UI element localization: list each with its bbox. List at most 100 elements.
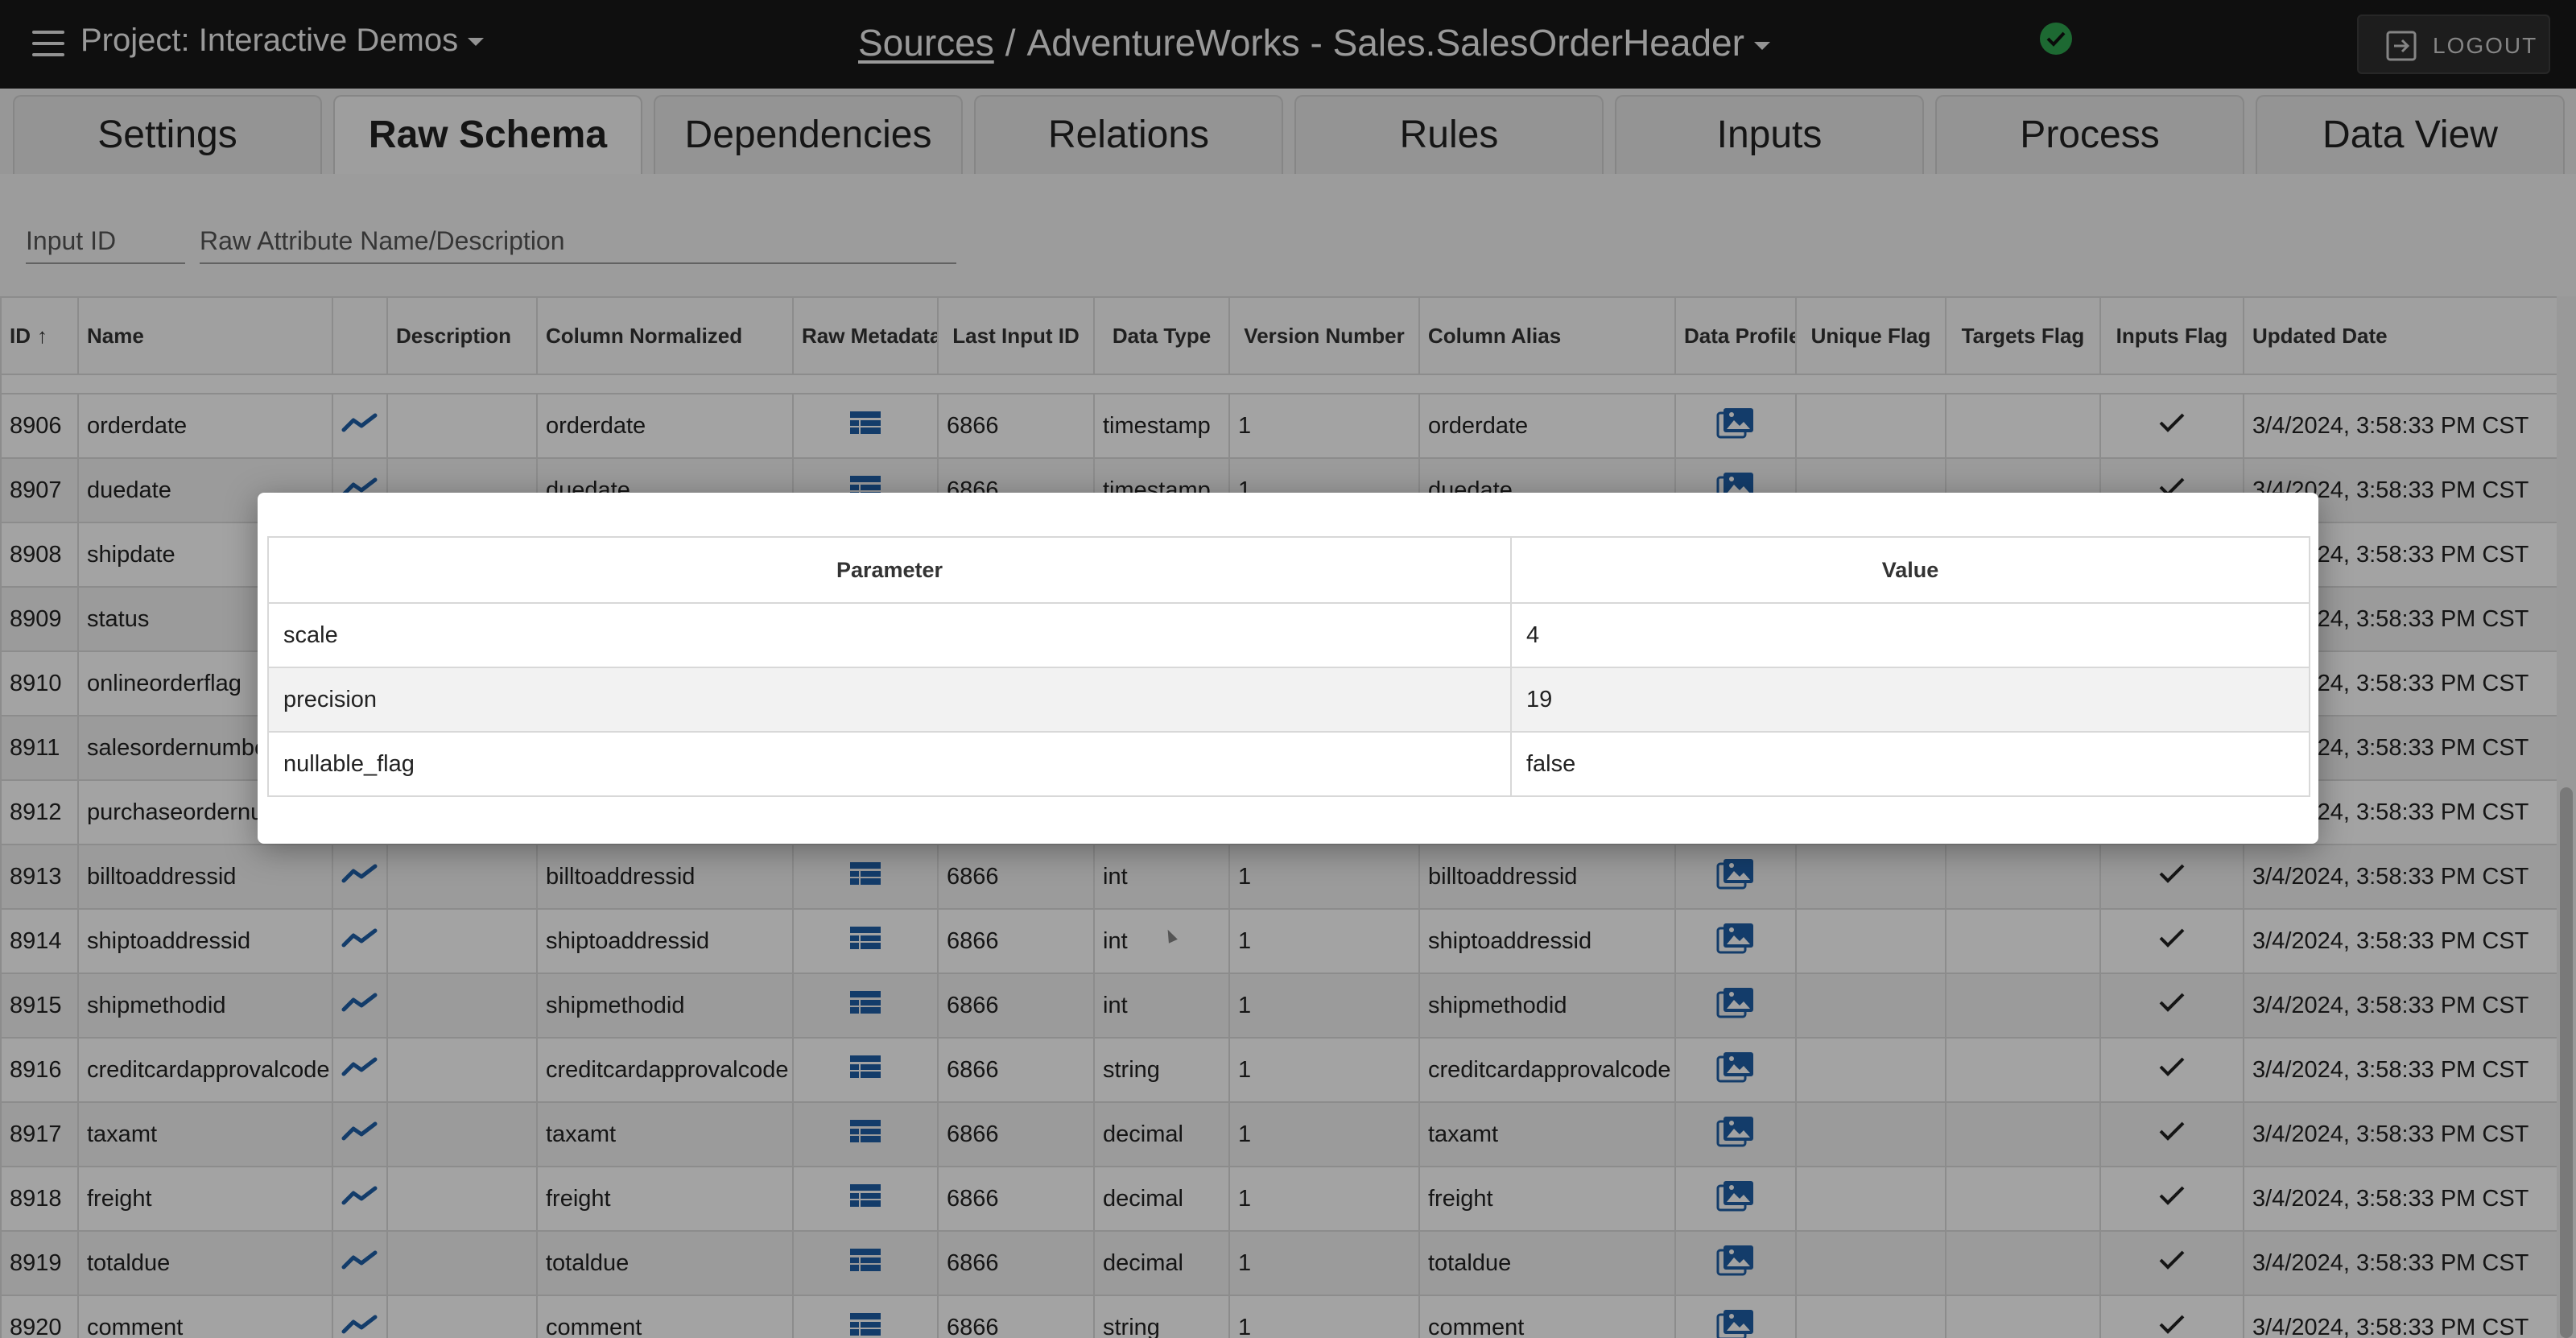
cell-last-input-id: 6866 <box>937 1037 1095 1103</box>
table-row[interactable]: 8914 shiptoaddressid shiptoaddressid 6866 in… <box>0 908 2557 974</box>
data-profile-icon[interactable] <box>1674 1037 1797 1103</box>
cell-id: 8918 <box>0 1166 79 1232</box>
cell-id: 8914 <box>0 908 79 974</box>
input-id-filter[interactable] <box>26 219 185 264</box>
cell-targets-flag <box>1945 1037 2101 1103</box>
table-row[interactable]: 8920 comment comment 6866 string 1 comment 3/4/… <box>0 1295 2557 1338</box>
column-header-column-alias[interactable]: Column Alias <box>1418 296 1676 375</box>
column-header-last-input-id[interactable]: Last Input ID <box>937 296 1095 375</box>
trend-icon[interactable] <box>332 1101 388 1167</box>
sort-ascending-icon[interactable]: ↑ <box>37 323 47 348</box>
column-header-data-profile[interactable]: Data Profile <box>1674 296 1797 375</box>
project-label: Project: <box>80 23 190 58</box>
scrollbar-thumb[interactable] <box>2560 787 2573 1338</box>
cell-id: 8910 <box>0 650 79 716</box>
data-profile-icon[interactable] <box>1674 1166 1797 1232</box>
cell-description <box>386 1166 538 1232</box>
cell-id: 8908 <box>0 522 79 588</box>
column-header-targets-flag[interactable]: Targets Flag <box>1945 296 2101 375</box>
tab-inputs[interactable]: Inputs <box>1615 95 1924 174</box>
cell-unique-flag <box>1795 1101 1946 1167</box>
tab-rules[interactable]: Rules <box>1294 95 1604 174</box>
data-profile-icon[interactable] <box>1674 1230 1797 1296</box>
name-description-filter[interactable] <box>200 219 956 264</box>
table-row[interactable]: 8906 orderdate orderdate 6866 timestamp 1 orde… <box>0 393 2557 459</box>
project-selector[interactable]: Project: Interactive Demos <box>80 23 485 59</box>
cell-data-type: decimal <box>1093 1230 1230 1296</box>
raw-metadata-icon[interactable] <box>792 973 939 1039</box>
column-header-raw-metadata[interactable]: Raw Metadata <box>792 296 939 375</box>
inputs-flag-check-icon <box>2099 1166 2244 1232</box>
raw-metadata-icon[interactable] <box>792 393 939 459</box>
raw-metadata-icon[interactable] <box>792 844 939 910</box>
table-header-row: ID ↑ Name Description Column Normalized R… <box>0 296 2557 375</box>
column-header-unique-flag[interactable]: Unique Flag <box>1795 296 1946 375</box>
inputs-flag-check-icon <box>2099 908 2244 974</box>
cell-targets-flag <box>1945 1101 2101 1167</box>
data-profile-icon[interactable] <box>1674 393 1797 459</box>
column-header-name[interactable]: Name <box>77 296 333 375</box>
raw-metadata-icon[interactable] <box>792 908 939 974</box>
column-header-column-normalized[interactable]: Column Normalized <box>536 296 794 375</box>
raw-metadata-icon[interactable] <box>792 1101 939 1167</box>
breadcrumb-current[interactable]: AdventureWorks - Sales.SalesOrderHeader <box>1026 22 1744 64</box>
cell-name: taxamt <box>77 1101 333 1167</box>
trend-icon[interactable] <box>332 1166 388 1232</box>
cell-updated-date: 3/4/2024, 3:58:33 PM CST <box>2243 844 2557 910</box>
table-row[interactable]: 8913 billtoaddressid billtoaddressid 6866 in… <box>0 844 2557 910</box>
raw-metadata-icon[interactable] <box>792 1166 939 1232</box>
cell-targets-flag <box>1945 844 2101 910</box>
raw-metadata-icon[interactable] <box>792 1037 939 1103</box>
table-row[interactable]: 8917 taxamt taxamt 6866 decimal 1 taxamt 3/4/20… <box>0 1101 2557 1167</box>
column-header-data-type[interactable]: Data Type <box>1093 296 1230 375</box>
cell-name: freight <box>77 1166 333 1232</box>
breadcrumb-sources-link[interactable]: Sources <box>858 22 994 64</box>
tab-raw-schema[interactable]: Raw Schema <box>333 95 642 174</box>
column-header-inputs-flag[interactable]: Inputs Flag <box>2099 296 2244 375</box>
trend-icon[interactable] <box>332 393 388 459</box>
table-row[interactable]: 8916 creditcardapprovalcode creditcardappr… <box>0 1037 2557 1103</box>
tab-data-view[interactable]: Data View <box>2256 95 2565 174</box>
tab-dependencies[interactable]: Dependencies <box>654 95 963 174</box>
cell-id: 8913 <box>0 844 79 910</box>
tab-relations[interactable]: Relations <box>974 95 1283 174</box>
table-row[interactable]: 8918 freight freight 6866 decimal 1 freight 3/4… <box>0 1166 2557 1232</box>
raw-metadata-icon[interactable] <box>792 1295 939 1338</box>
column-header-version-number[interactable]: Version Number <box>1228 296 1420 375</box>
data-profile-icon[interactable] <box>1674 973 1797 1039</box>
inputs-flag-check-icon <box>2099 973 2244 1039</box>
data-profile-icon[interactable] <box>1674 1295 1797 1338</box>
caret-down-icon[interactable] <box>1753 41 1770 50</box>
parameter-column-header: Parameter <box>267 536 1512 604</box>
column-header-description[interactable]: Description <box>386 296 538 375</box>
cell-description <box>386 973 538 1039</box>
tab-settings[interactable]: Settings <box>13 95 322 174</box>
cell-name: billtoaddressid <box>77 844 333 910</box>
cell-id: 8920 <box>0 1295 79 1338</box>
cell-id: 8906 <box>0 393 79 459</box>
tab-process[interactable]: Process <box>1935 95 2244 174</box>
raw-metadata-icon[interactable] <box>792 1230 939 1296</box>
parameter-row: nullable_flag false <box>267 731 2310 797</box>
cell-column-alias: creditcardapprovalcode <box>1418 1037 1676 1103</box>
cell-data-type: string <box>1093 1295 1230 1338</box>
table-row[interactable]: 8919 totaldue totaldue 6866 decimal 1 totaldue… <box>0 1230 2557 1296</box>
trend-icon[interactable] <box>332 908 388 974</box>
trend-icon[interactable] <box>332 973 388 1039</box>
trend-icon[interactable] <box>332 1295 388 1338</box>
logout-button[interactable]: LOGOUT <box>2357 14 2550 74</box>
data-profile-icon[interactable] <box>1674 1101 1797 1167</box>
column-header-id[interactable]: ID ↑ <box>0 296 79 375</box>
parameter-value: false <box>1510 731 2310 797</box>
column-header-trend <box>332 296 388 375</box>
trend-icon[interactable] <box>332 1037 388 1103</box>
table-scrollbar[interactable] <box>2557 296 2576 1338</box>
trend-icon[interactable] <box>332 1230 388 1296</box>
menu-icon[interactable] <box>32 31 64 56</box>
trend-icon[interactable] <box>332 844 388 910</box>
column-header-updated-date[interactable]: Updated Date <box>2243 296 2557 375</box>
data-profile-icon[interactable] <box>1674 844 1797 910</box>
cell-version-number: 1 <box>1228 1295 1420 1338</box>
table-row[interactable]: 8915 shipmethodid shipmethodid 6866 int 1 ship… <box>0 973 2557 1039</box>
data-profile-icon[interactable] <box>1674 908 1797 974</box>
